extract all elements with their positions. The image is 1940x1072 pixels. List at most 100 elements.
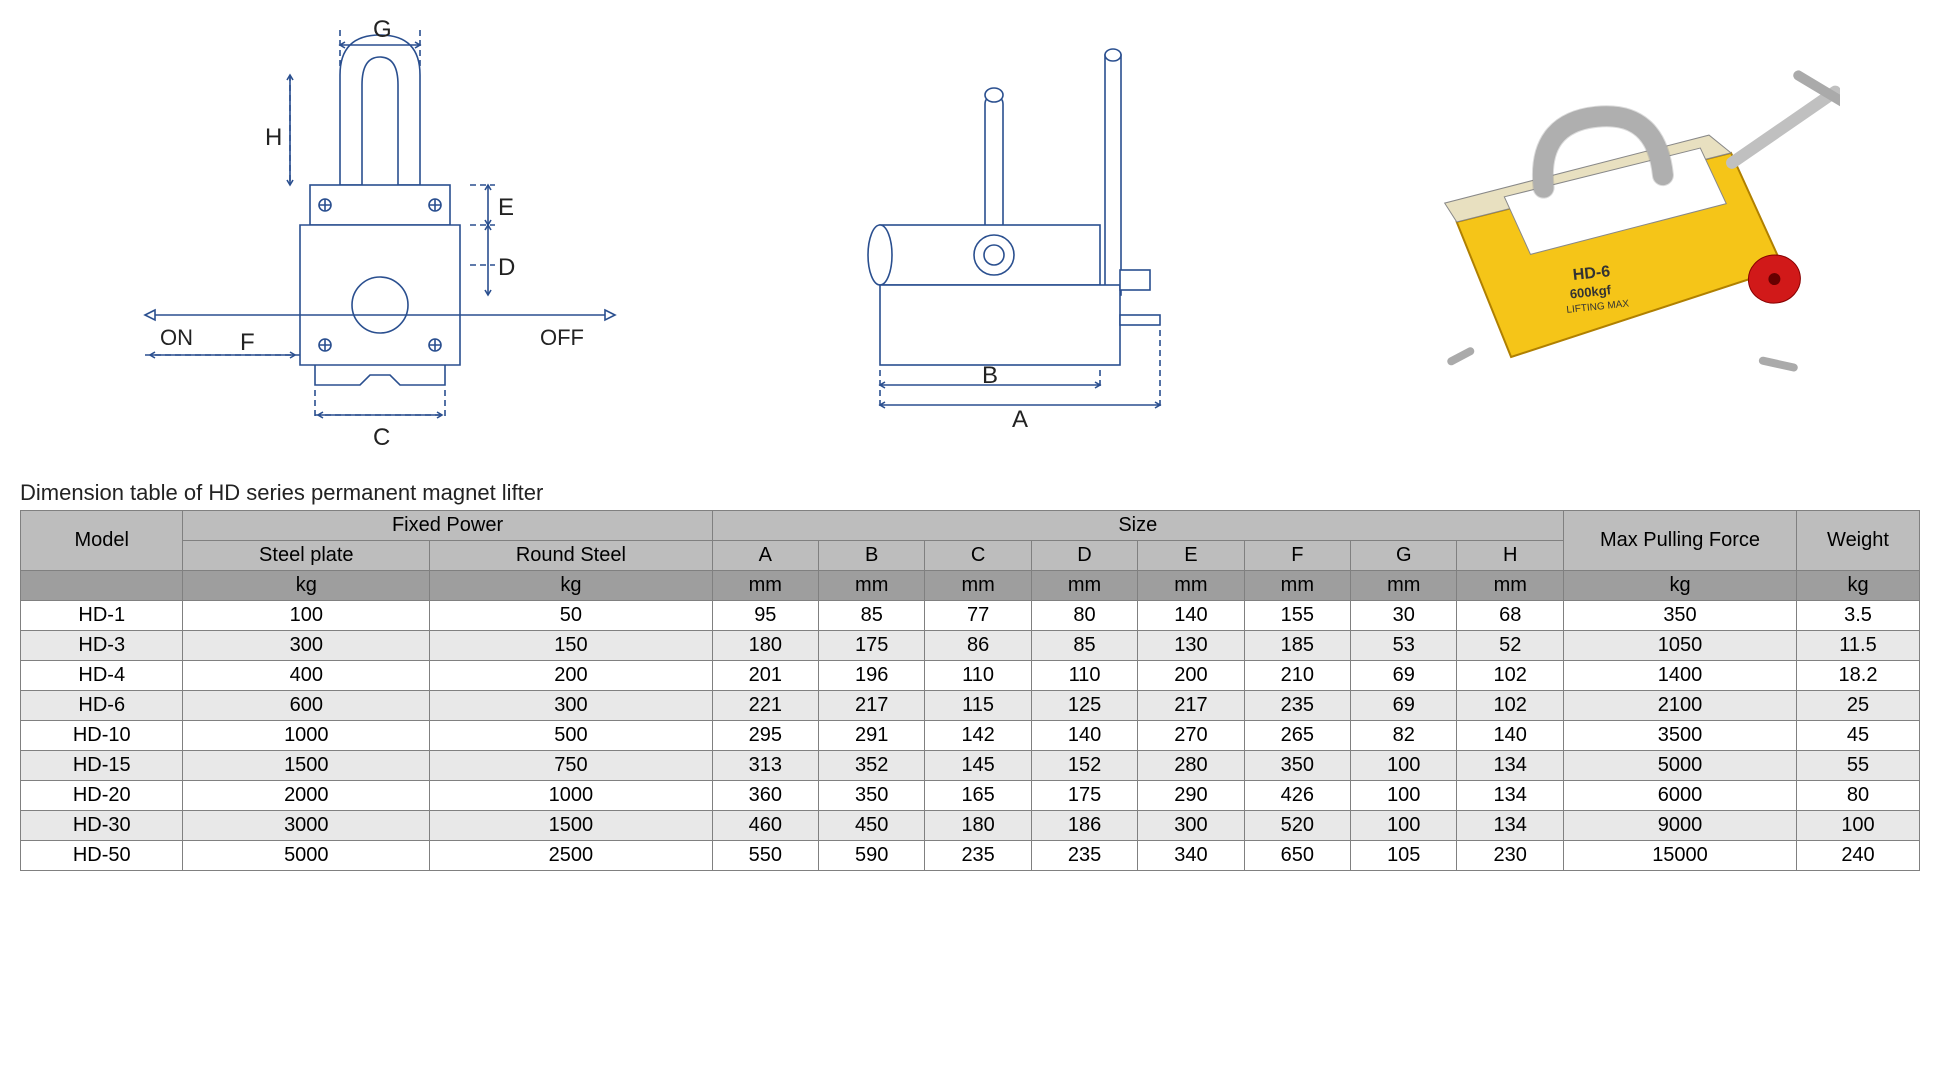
table-cell: 140 <box>1031 721 1137 751</box>
table-cell: 150 <box>430 631 712 661</box>
table-cell: 102 <box>1457 661 1564 691</box>
table-cell: 110 <box>925 661 1031 691</box>
table-cell: 500 <box>430 721 712 751</box>
table-cell: 520 <box>1244 811 1350 841</box>
unit-D: mm <box>1031 571 1137 601</box>
unit-weight: kg <box>1797 571 1920 601</box>
col-C: C <box>925 541 1031 571</box>
table-cell: 134 <box>1457 781 1564 811</box>
col-steel-plate: Steel plate <box>183 541 430 571</box>
table-cell: 235 <box>1244 691 1350 721</box>
dim-label-H: H <box>265 124 282 151</box>
table-cell: 105 <box>1351 841 1457 871</box>
dim-label-F: F <box>240 329 255 356</box>
table-cell: 142 <box>925 721 1031 751</box>
table-cell: 201 <box>712 661 818 691</box>
table-cell: 3000 <box>183 811 430 841</box>
table-cell: 100 <box>1351 811 1457 841</box>
table-cell: 155 <box>1244 601 1350 631</box>
table-cell: 95 <box>712 601 818 631</box>
table-cell: 280 <box>1138 751 1244 781</box>
table-cell: 400 <box>183 661 430 691</box>
table-cell: 5000 <box>1564 751 1797 781</box>
table-cell: 300 <box>430 691 712 721</box>
table-cell: 3.5 <box>1797 601 1920 631</box>
col-A: A <box>712 541 818 571</box>
table-cell: HD-50 <box>21 841 183 871</box>
table-cell: 5000 <box>183 841 430 871</box>
table-cell: 1500 <box>183 751 430 781</box>
col-B: B <box>819 541 925 571</box>
table-cell: HD-15 <box>21 751 183 781</box>
table-cell: 115 <box>925 691 1031 721</box>
table-cell: 1000 <box>183 721 430 751</box>
table-cell: 100 <box>1351 781 1457 811</box>
table-cell: 9000 <box>1564 811 1797 841</box>
table-cell: 290 <box>1138 781 1244 811</box>
table-cell: HD-20 <box>21 781 183 811</box>
table-cell: 221 <box>712 691 818 721</box>
table-cell: 270 <box>1138 721 1244 751</box>
table-cell: 650 <box>1244 841 1350 871</box>
table-cell: 130 <box>1138 631 1244 661</box>
table-cell: 11.5 <box>1797 631 1920 661</box>
table-cell: 265 <box>1244 721 1350 751</box>
col-max-pulling: Max Pulling Force <box>1564 511 1797 571</box>
dimension-table: Model Fixed Power Size Max Pulling Force… <box>20 510 1920 871</box>
table-cell: 69 <box>1351 691 1457 721</box>
table-cell: 750 <box>430 751 712 781</box>
table-cell: 350 <box>1564 601 1797 631</box>
off-label: OFF <box>540 325 584 350</box>
unit-E: mm <box>1138 571 1244 601</box>
table-cell: 85 <box>1031 631 1137 661</box>
table-cell: 300 <box>183 631 430 661</box>
dim-label-B: B <box>982 362 998 389</box>
table-cell: 1000 <box>430 781 712 811</box>
unit-steel-plate: kg <box>183 571 430 601</box>
table-cell: 134 <box>1457 811 1564 841</box>
table-cell: 360 <box>712 781 818 811</box>
table-cell: 102 <box>1457 691 1564 721</box>
table-cell: 100 <box>183 601 430 631</box>
table-cell: 80 <box>1797 781 1920 811</box>
table-cell: 55 <box>1797 751 1920 781</box>
table-cell: 25 <box>1797 691 1920 721</box>
col-E: E <box>1138 541 1244 571</box>
table-cell: 1400 <box>1564 661 1797 691</box>
table-cell: 230 <box>1457 841 1564 871</box>
table-cell: 460 <box>712 811 818 841</box>
table-cell: 426 <box>1244 781 1350 811</box>
product-photo: HD-6 600kgf LIFTING MAX <box>1380 45 1840 425</box>
table-cell: 210 <box>1244 661 1350 691</box>
table-cell: 100 <box>1351 751 1457 781</box>
table-cell: 185 <box>1244 631 1350 661</box>
table-cell: 53 <box>1351 631 1457 661</box>
col-weight: Weight <box>1797 511 1920 571</box>
table-cell: 590 <box>819 841 925 871</box>
table-cell: 30 <box>1351 601 1457 631</box>
table-cell: 77 <box>925 601 1031 631</box>
table-cell: 186 <box>1031 811 1137 841</box>
table-cell: 175 <box>1031 781 1137 811</box>
table-cell: 200 <box>1138 661 1244 691</box>
unit-G: mm <box>1351 571 1457 601</box>
table-cell: 152 <box>1031 751 1137 781</box>
table-cell: 2500 <box>430 841 712 871</box>
table-cell: HD-30 <box>21 811 183 841</box>
table-cell: 86 <box>925 631 1031 661</box>
table-cell: 18.2 <box>1797 661 1920 691</box>
col-fixed-power: Fixed Power <box>183 511 712 541</box>
table-cell: 52 <box>1457 631 1564 661</box>
dim-label-D: D <box>498 254 515 281</box>
table-cell: 291 <box>819 721 925 751</box>
table-cell: 352 <box>819 751 925 781</box>
table-cell: 217 <box>1138 691 1244 721</box>
table-cell: 180 <box>712 631 818 661</box>
table-cell: 313 <box>712 751 818 781</box>
col-H: H <box>1457 541 1564 571</box>
table-cell: 2100 <box>1564 691 1797 721</box>
table-cell: 350 <box>1244 751 1350 781</box>
table-cell: 196 <box>819 661 925 691</box>
table-cell: 100 <box>1797 811 1920 841</box>
dim-label-G: G <box>373 16 392 43</box>
